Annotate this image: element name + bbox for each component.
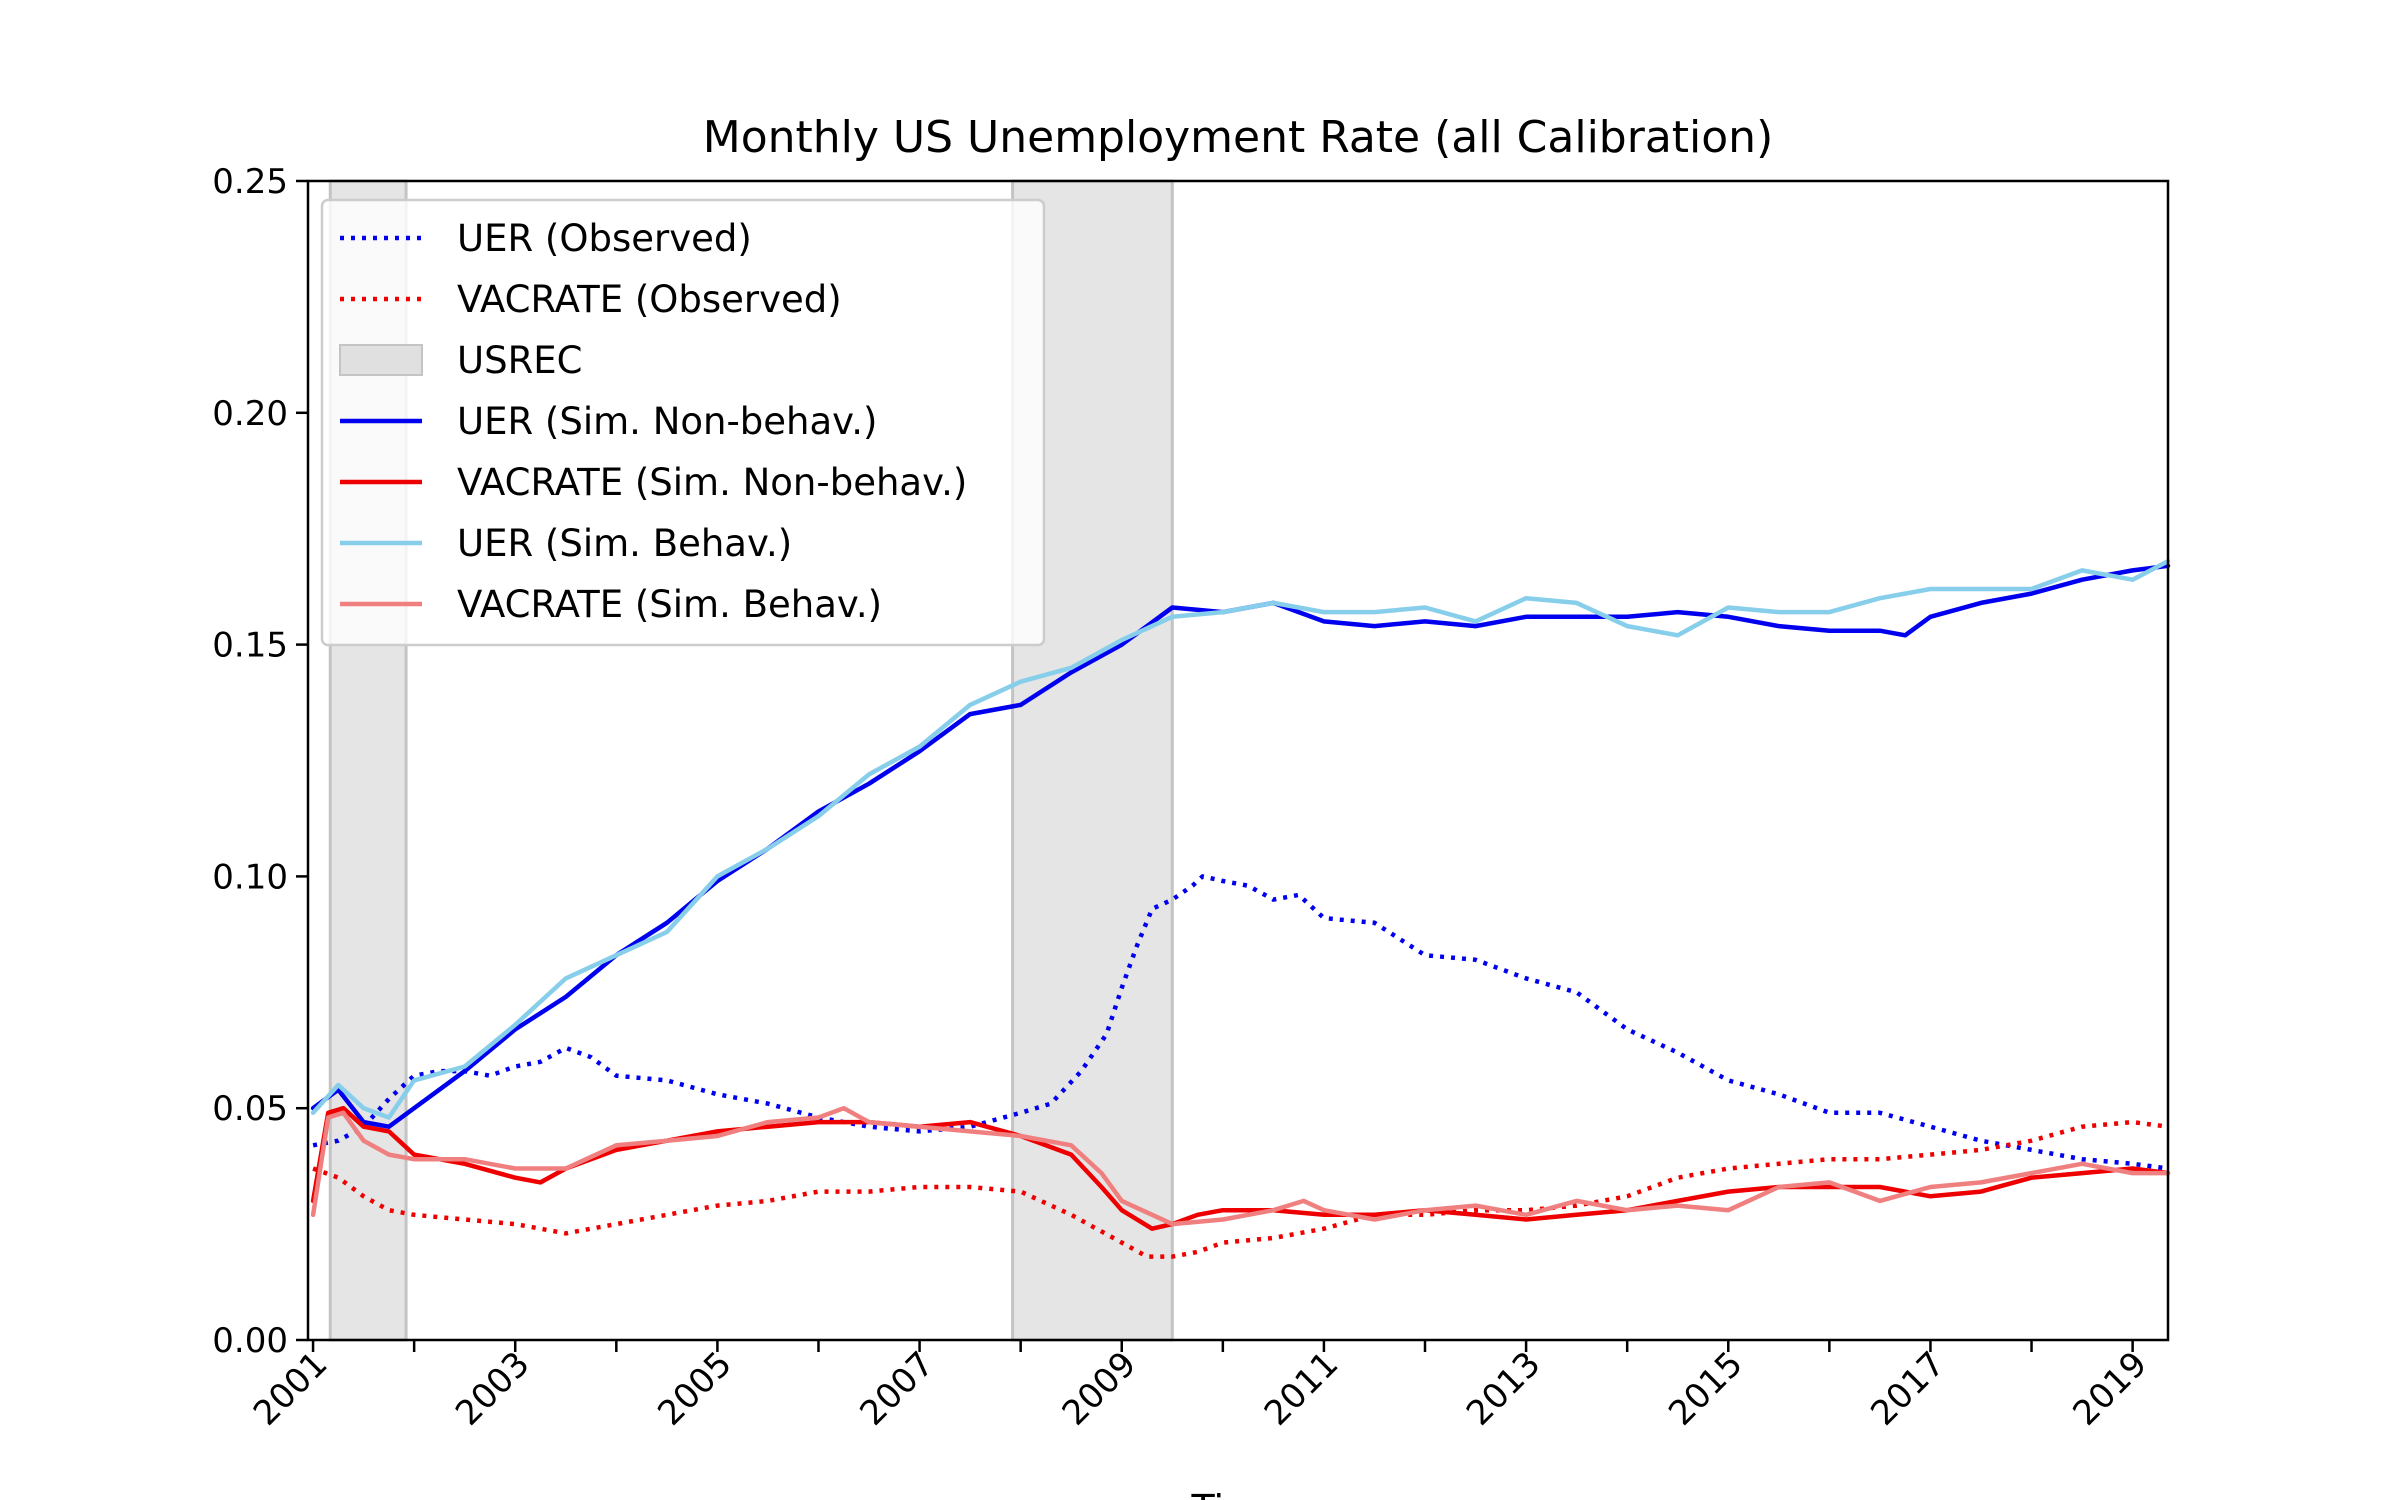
series-line-vacrate-sim-behav	[310, 1105, 2171, 1227]
x-axis-label: Time	[1191, 1487, 1285, 1500]
series-line-uer-sim-non-behav	[310, 563, 2171, 1129]
y-tick-label: 0.20	[212, 394, 288, 434]
x-tick-label: 2009	[1055, 1344, 1144, 1433]
x-tick-label: 2011	[1257, 1344, 1346, 1433]
legend-label-vacrate-observed: VACRATE (Observed)	[457, 278, 842, 321]
y-axis: 0.00 0.05 0.10 0.15 0.20 0.25	[212, 162, 308, 1361]
x-tick-label: 2017	[1863, 1344, 1952, 1433]
legend-swatch-usrec	[339, 344, 423, 376]
y-tick-label: 0.00	[212, 1321, 288, 1361]
legend-label-usrec: USREC	[457, 339, 583, 382]
legend-box	[320, 198, 1046, 647]
x-tick-label: 2007	[852, 1344, 941, 1433]
legend: UER (Observed) VACRATE (Observed) USREC UER…	[320, 198, 1046, 647]
y-tick-label: 0.25	[212, 162, 288, 202]
series-line-vacrate-sim-non-behav	[310, 1105, 2171, 1231]
y-tick-label: 0.15	[212, 626, 288, 666]
legend-label-uer-sim-non-behav: UER (Sim. Non-behav.)	[457, 400, 877, 443]
series-line-uer-observed	[312, 874, 2169, 1171]
series-line-vacrate-observed	[312, 1119, 2169, 1259]
y-tick-label: 0.10	[212, 857, 288, 897]
legend-label-vacrate-sim-behav: VACRATE (Sim. Behav.)	[457, 583, 882, 626]
legend-label-uer-sim-behav: UER (Sim. Behav.)	[457, 522, 792, 565]
plot-frame	[306, 179, 2170, 1342]
x-tick-label: 2003	[448, 1344, 537, 1433]
x-tick-label: 2013	[1459, 1344, 1548, 1433]
legend-label-vacrate-sim-non-behav: VACRATE (Sim. Non-behav.)	[457, 461, 967, 504]
x-tick-label: 2019	[2066, 1344, 2155, 1433]
x-tick-label: 2015	[1661, 1344, 1750, 1433]
legend-label-uer-observed: UER (Observed)	[457, 217, 752, 260]
x-axis: 2001 2003 2005 2007 2009 2011 2013 2015 2017 2019	[246, 1340, 2155, 1434]
chart-title: Monthly US Unemployment Rate (all Calibr…	[703, 112, 1773, 163]
y-tick-label: 0.05	[212, 1089, 288, 1129]
series-lines	[310, 558, 2171, 1259]
series-line-uer-sim-behav	[310, 558, 2171, 1120]
x-tick-label: 2005	[650, 1344, 739, 1433]
